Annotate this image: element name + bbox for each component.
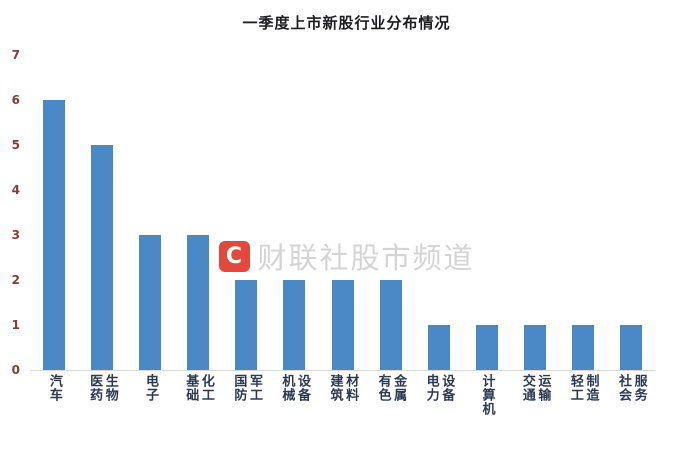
y-tick-label: 4: [11, 183, 20, 197]
y-tick-label: 5: [11, 138, 20, 152]
y-tick-label: 7: [11, 48, 20, 62]
x-axis-label: 建筑 材料: [327, 374, 359, 402]
bar: [139, 235, 162, 370]
bar-column: [559, 55, 607, 370]
bar-column: [511, 55, 559, 370]
y-tick-label: 3: [11, 228, 20, 242]
x-axis-label: 社会 服务: [615, 374, 647, 402]
x-axis-labels: 汽车 医药 生物 电子 基础 化工 国防 军工 机械 设备 建筑 材料 有色 金属 电力 设备计…: [30, 374, 655, 416]
bar: [43, 100, 66, 370]
bar-column: [78, 55, 126, 370]
bar-column: [367, 55, 415, 370]
bar: [379, 280, 402, 370]
x-axis-label: 交通 运输: [519, 374, 551, 402]
x-axis-label: 计算机: [479, 374, 495, 416]
y-tick-label: 1: [11, 318, 20, 332]
bar-column: [222, 55, 270, 370]
x-axis-label: 轻工 制造: [567, 374, 599, 402]
x-axis-label: 电子: [142, 374, 158, 402]
bar: [571, 325, 594, 370]
bar-column: [174, 55, 222, 370]
bar-column: [463, 55, 511, 370]
bar: [523, 325, 546, 370]
bar: [619, 325, 642, 370]
bar: [427, 325, 450, 370]
x-axis-label: 基础 化工: [183, 374, 214, 402]
x-axis-label: 机械 设备: [279, 374, 311, 402]
bar: [475, 325, 498, 370]
x-axis-label: 有色 金属: [375, 374, 407, 402]
bar-column: [318, 55, 366, 370]
x-axis-label: 汽车: [46, 374, 62, 402]
plot: [30, 55, 655, 371]
bar-column: [415, 55, 463, 370]
y-axis: 0 1 2 3 4 5 6 7: [0, 48, 24, 377]
y-tick-label: 2: [11, 273, 20, 287]
x-axis-label: 医药 生物: [87, 374, 118, 402]
x-axis-label: 电力 设备: [423, 374, 455, 402]
y-tick-label: 6: [11, 93, 20, 107]
bar: [91, 145, 114, 370]
bar-column: [607, 55, 655, 370]
bar: [331, 280, 354, 370]
bar-column: [30, 55, 78, 370]
y-tick-label: 0: [11, 363, 20, 377]
chart-title: 一季度上市新股行业分布情况: [242, 14, 451, 32]
x-axis-label: 国防 军工: [231, 374, 262, 402]
bar: [283, 280, 306, 370]
bar-column: [126, 55, 174, 370]
bar: [235, 280, 258, 370]
bar-column: [270, 55, 318, 370]
bar: [187, 235, 210, 370]
